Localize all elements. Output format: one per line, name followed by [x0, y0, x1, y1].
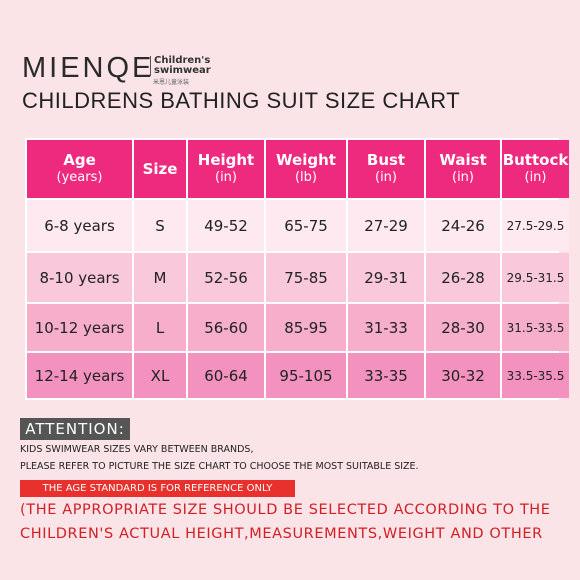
column-name: Height — [197, 151, 255, 169]
column-unit: (years) — [56, 170, 103, 185]
table-cell: 52-56 — [188, 253, 264, 302]
note-line: (THE APPROPRIATE SIZE SHOULD BE SELECTED… — [20, 502, 551, 518]
table-cell: 10-12 years — [27, 304, 132, 351]
table-cell: 85-95 — [266, 304, 346, 351]
tagline-cn: 米恩儿童泳装 — [153, 79, 190, 86]
table-cell: 8-10 years — [27, 253, 132, 302]
brand: MIENQE — [22, 52, 155, 84]
tagline: Children's swimwear — [150, 56, 211, 76]
column-name: Size — [142, 159, 178, 178]
table-cell: 29-31 — [348, 253, 424, 302]
table-cell: 65-75 — [266, 200, 346, 251]
header-cell: Buttock (in) — [502, 140, 569, 198]
tagline-line: swimwear — [154, 65, 211, 76]
table-cell: 56-60 — [188, 304, 264, 351]
table-cell: 31-33 — [348, 304, 424, 351]
table-cell: 27.5-29.5 — [502, 200, 569, 251]
note-line: CHILDREN'S ACTUAL HEIGHT,MEASUREMENTS,WE… — [20, 526, 543, 542]
header-cell: Age (years) — [27, 140, 132, 198]
table-cell: 31.5-33.5 — [502, 304, 569, 351]
table-cell: XL — [134, 353, 186, 398]
table-cell: 26-28 — [426, 253, 500, 302]
table-cell: 33-35 — [348, 353, 424, 398]
table-cell: 12-14 years — [27, 353, 132, 398]
header-cell: Waist (in) — [426, 140, 500, 198]
column-unit: (in) — [215, 170, 237, 185]
table-cell: 29.5-31.5 — [502, 253, 569, 302]
table-cell: 75-85 — [266, 253, 346, 302]
table-cell: S — [134, 200, 186, 251]
table-cell: 30-32 — [426, 353, 500, 398]
column-unit: (in) — [452, 170, 474, 185]
table-cell: 33.5-35.5 — [502, 353, 569, 398]
attention-line: PLEASE REFER TO PICTURE THE SIZE CHART T… — [20, 461, 419, 472]
table-cell: 49-52 — [188, 200, 264, 251]
title: CHILDRENS BATHING SUIT SIZE CHART — [22, 88, 461, 113]
table-cell: 95-105 — [266, 353, 346, 398]
size-table: Age (years) Size Height (in) Weight (lb) Bust (i… — [25, 138, 569, 400]
column-name: Bust — [366, 151, 406, 169]
table-cell: 27-29 — [348, 200, 424, 251]
column-unit: (in) — [375, 170, 397, 185]
column-unit: (in) — [524, 170, 547, 185]
column-name: Age — [63, 151, 96, 169]
column-name: Waist — [439, 151, 487, 169]
column-unit: (lb) — [294, 170, 317, 185]
table-cell: 24-26 — [426, 200, 500, 251]
header-cell: Height (in) — [188, 140, 264, 198]
column-name: Weight — [276, 151, 336, 169]
table-cell: 6-8 years — [27, 200, 132, 251]
attention-line: KIDS SWIMWEAR SIZES VARY BETWEEN BRANDS, — [20, 444, 254, 455]
table-cell: 28-30 — [426, 304, 500, 351]
column-name: Buttock — [502, 151, 569, 169]
tagline-line: Children's — [154, 55, 211, 66]
table-cell: L — [134, 304, 186, 351]
header-cell: Weight (lb) — [266, 140, 346, 198]
header-cell: Bust (in) — [348, 140, 424, 198]
highlight: THE AGE STANDARD IS FOR REFERENCE ONLY — [20, 480, 295, 497]
table-cell: 60-64 — [188, 353, 264, 398]
header-cell: Size — [134, 140, 186, 198]
attention-label: ATTENTION: — [20, 418, 130, 440]
table-cell: M — [134, 253, 186, 302]
